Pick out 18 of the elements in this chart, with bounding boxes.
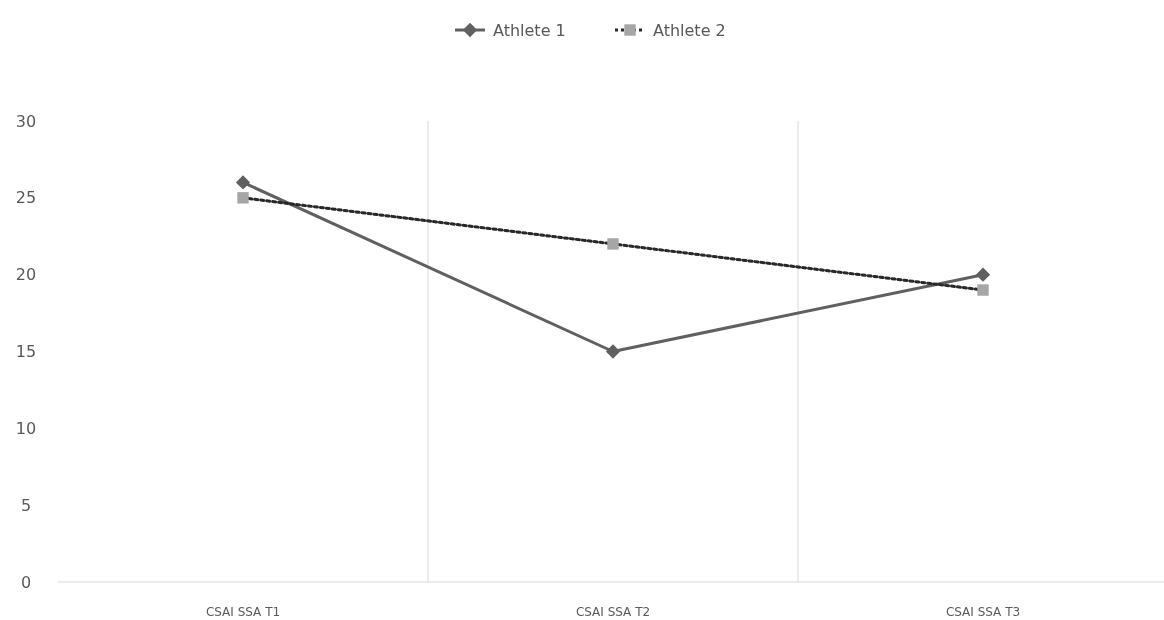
point [237,192,249,204]
point [605,344,621,359]
point [235,175,251,190]
point [607,238,619,250]
y-tick-label: 15 [15,342,37,362]
y-tick-label: 0 [20,572,32,592]
y-tick-label: 10 [15,418,37,438]
y-tick-label: 30 [15,111,37,131]
x-tick-label: CSAI SSA T3 [945,605,1021,619]
x-tick-label: CSAI SSA T1 [205,605,281,619]
y-tick-label: 5 [20,495,32,515]
x-tick-label: CSAI SSA T2 [575,605,651,619]
y-tick-label: 20 [15,265,37,285]
point [975,267,991,282]
y-tick-label: 25 [15,188,37,208]
legend-label: Athlete 1 [493,20,566,40]
point [977,284,989,296]
legend-label: Athlete 2 [653,20,726,40]
